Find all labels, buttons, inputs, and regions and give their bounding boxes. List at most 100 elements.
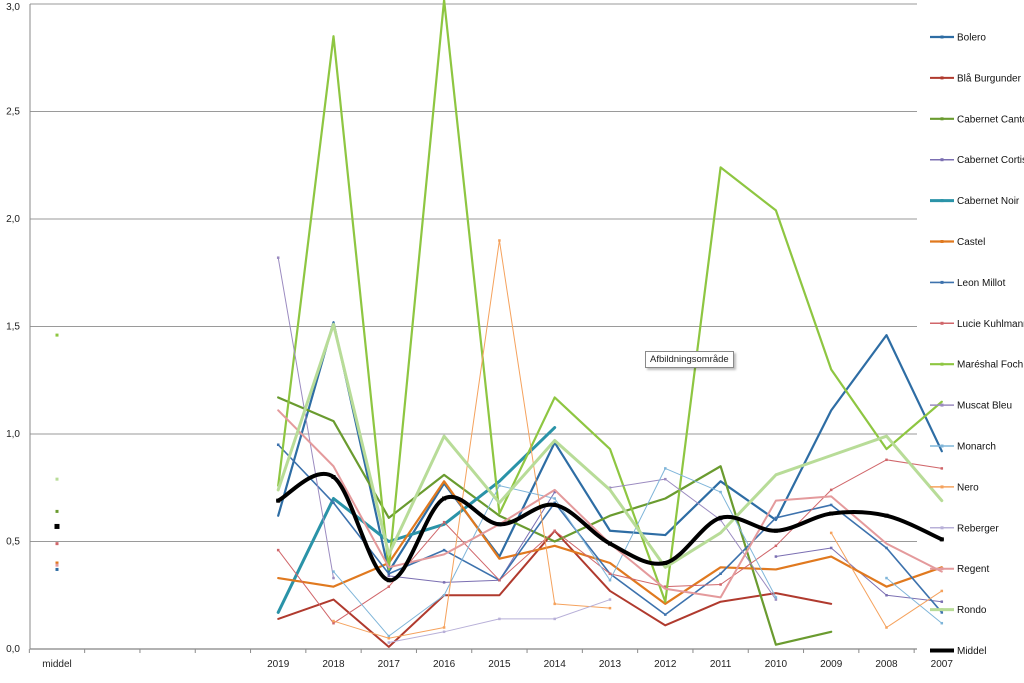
series-line-rondo bbox=[276, 322, 944, 569]
point-lucie-kuhlmann bbox=[387, 585, 391, 588]
middel-marker-regent bbox=[55, 563, 59, 567]
point-middel bbox=[884, 513, 889, 518]
point-reberger bbox=[608, 598, 612, 601]
legend-label-muscat-bleu: Muscat Bleu bbox=[957, 401, 1012, 412]
point-middel bbox=[718, 515, 723, 520]
point-leon-millot bbox=[829, 503, 833, 507]
x-tick-label: 2007 bbox=[931, 659, 954, 670]
point-monarch bbox=[885, 576, 888, 580]
legend-marker-cabernet-noir bbox=[940, 199, 944, 203]
point-middel bbox=[608, 541, 612, 546]
middel-marker-rondo bbox=[55, 477, 59, 481]
series-lines bbox=[54, 0, 944, 648]
x-tick-label: 2011 bbox=[710, 659, 732, 670]
point-nero bbox=[940, 589, 944, 593]
middel-marker-cabernet-cantor bbox=[55, 509, 59, 513]
middel-marker-middel bbox=[54, 523, 60, 529]
point-lucie-kuhlmann bbox=[719, 583, 722, 586]
point-leon-millot bbox=[332, 501, 335, 505]
point-lucie-kuhlmann bbox=[940, 467, 944, 470]
point-middel bbox=[939, 537, 944, 542]
point-reberger bbox=[553, 617, 556, 621]
point-lucie-kuhlmann bbox=[774, 544, 778, 548]
y-tick-label: 3,0 bbox=[6, 2, 20, 13]
legend-label-nero: Nero bbox=[957, 482, 979, 493]
legend-label-leon-millot: Leon Millot bbox=[957, 278, 1006, 289]
point-reberger bbox=[442, 630, 446, 634]
x-tick-label: 2019 bbox=[267, 659, 290, 670]
legend-label-middel: Middel bbox=[957, 646, 986, 657]
point-cabernet-cortis bbox=[553, 490, 556, 494]
point-monarch bbox=[332, 570, 335, 573]
series-line-cabernet-cortis bbox=[388, 491, 556, 583]
point-lucie-kuhlmann bbox=[553, 529, 556, 532]
point-leon-millot bbox=[664, 613, 667, 616]
point-muscat-bleu bbox=[276, 256, 280, 259]
y-tick-label: 2,0 bbox=[6, 214, 20, 225]
point-cabernet-cortis bbox=[940, 600, 944, 603]
x-tick-label: 2014 bbox=[544, 659, 567, 670]
legend-marker-lucie-kuhlmann bbox=[940, 321, 944, 325]
series-line-cabernet-cantor bbox=[277, 396, 833, 646]
middel-marker-lucie-kuhlmann bbox=[55, 542, 59, 546]
point-monarch bbox=[608, 578, 612, 582]
legend-marker-mareshal-foch bbox=[940, 362, 944, 366]
x-tick-label: 2012 bbox=[654, 659, 677, 670]
legend-label-cabernet-cantor: Cabernet Cantor bbox=[957, 114, 1024, 125]
legend-marker-cabernet-cortis bbox=[940, 158, 944, 162]
point-middel bbox=[442, 496, 447, 501]
point-lucie-kuhlmann bbox=[276, 548, 280, 552]
point-middel bbox=[663, 561, 668, 565]
gridlines bbox=[29, 3, 917, 650]
point-leon-millot bbox=[442, 548, 446, 552]
point-nero bbox=[829, 531, 833, 535]
point-lucie-kuhlmann bbox=[498, 578, 501, 582]
x-tick-label: 2016 bbox=[433, 659, 456, 670]
point-nero bbox=[332, 619, 335, 623]
point-lucie-kuhlmann bbox=[885, 458, 888, 462]
middel-marker-mareshal-foch bbox=[55, 333, 59, 337]
point-muscat-bleu bbox=[332, 576, 335, 580]
legend-label-mareshal-foch: Maréshal Foch bbox=[957, 360, 1023, 371]
point-middel bbox=[829, 511, 834, 516]
point-middel bbox=[497, 522, 502, 527]
point-monarch bbox=[387, 634, 391, 638]
point-reberger bbox=[387, 641, 391, 644]
series-line-cabernet-noir bbox=[276, 426, 557, 614]
legend-marker-leon-millot bbox=[940, 280, 944, 284]
point-cabernet-cortis bbox=[442, 581, 446, 584]
series-line-mareshal-foch bbox=[277, 0, 943, 603]
legend-label-cabernet-noir: Cabernet Noir bbox=[957, 196, 1020, 207]
point-lucie-kuhlmann bbox=[829, 488, 833, 492]
legend-label-reberger: Reberger bbox=[957, 523, 999, 534]
series-line-muscat-bleu bbox=[609, 478, 777, 601]
legend-marker-monarch bbox=[940, 444, 944, 448]
point-leon-millot bbox=[719, 572, 722, 575]
series-line-middel bbox=[276, 472, 944, 583]
series-line-monarch bbox=[886, 577, 943, 624]
point-cabernet-cortis bbox=[774, 555, 778, 558]
legend-marker-castel bbox=[940, 240, 944, 243]
x-tick-label: 2017 bbox=[378, 659, 401, 670]
point-leon-millot bbox=[885, 546, 888, 550]
point-nero bbox=[442, 626, 446, 629]
point-muscat-bleu bbox=[774, 598, 778, 601]
point-muscat-bleu bbox=[608, 486, 612, 489]
x-tick-label: 2009 bbox=[820, 659, 843, 670]
middel-marker-bolero bbox=[55, 567, 59, 571]
legend-label-regent: Regent bbox=[957, 564, 989, 575]
y-tick-label: 0,0 bbox=[6, 644, 20, 655]
point-leon-millot bbox=[387, 572, 391, 575]
point-nero bbox=[608, 606, 612, 610]
legend-marker-rondo bbox=[940, 608, 944, 612]
point-monarch bbox=[774, 596, 778, 599]
legend-label-bla-burgunder: Blå Burgunder bbox=[957, 72, 1022, 84]
y-tick-label: 1,5 bbox=[6, 322, 20, 333]
series-line-bolero bbox=[277, 321, 943, 573]
legend-label-monarch: Monarch bbox=[957, 442, 996, 453]
legend-marker-nero bbox=[940, 485, 944, 489]
point-monarch bbox=[442, 594, 446, 597]
legend-marker-cabernet-cantor bbox=[940, 117, 944, 121]
series-line-nero bbox=[333, 240, 611, 639]
